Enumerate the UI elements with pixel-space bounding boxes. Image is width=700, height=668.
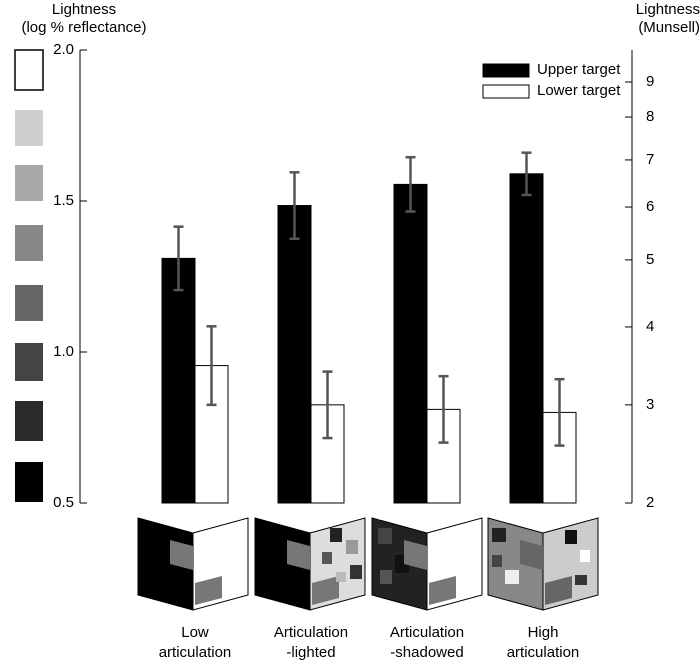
y-tick-label: 1.5 <box>53 192 74 209</box>
swatch <box>15 285 43 321</box>
swatch <box>15 165 43 201</box>
y-tick-label: 1.0 <box>53 343 74 360</box>
bar <box>393 183 428 504</box>
bar <box>509 173 544 504</box>
y2-tick-label: 9 <box>646 73 654 90</box>
bar <box>277 205 312 504</box>
y-axis-label: Lightness <box>52 1 116 18</box>
swatch <box>15 462 43 502</box>
legend-label: Lower target <box>537 82 621 99</box>
swatch <box>14 49 44 91</box>
swatch <box>15 401 43 441</box>
y2-tick-label: 6 <box>646 198 654 215</box>
swatch <box>15 110 43 146</box>
y2-axis-label: Lightness <box>636 1 700 18</box>
x-tick-label: Articulation -shadowed <box>390 624 464 661</box>
stimulus <box>137 517 249 611</box>
x-tick-label: Articulation -lighted <box>274 624 348 661</box>
y2-tick-label: 5 <box>646 251 654 268</box>
bar <box>542 411 577 504</box>
y2-tick-label: 4 <box>646 318 654 335</box>
legend-swatch <box>482 63 530 78</box>
bar <box>161 257 196 504</box>
x-tick-label: Low articulation <box>159 624 232 661</box>
stimuli <box>137 517 599 611</box>
stimulus <box>254 517 366 611</box>
legend-swatch <box>482 84 530 99</box>
y2-tick-label: 2 <box>646 494 654 511</box>
swatch <box>15 225 43 261</box>
swatch <box>15 343 43 381</box>
swatches <box>14 49 44 502</box>
y2-tick-label: 7 <box>646 151 654 168</box>
x-tick-label: High articulation <box>507 624 580 661</box>
y2-tick-label: 3 <box>646 396 654 413</box>
legend-label: Upper target <box>537 61 621 78</box>
y2-axis-label: (Munsell) <box>638 19 700 36</box>
y-tick-label: 0.5 <box>53 494 74 511</box>
stimulus <box>487 517 599 611</box>
stimulus <box>371 517 483 611</box>
y-tick-label: 2.0 <box>53 41 74 58</box>
y-axis-label: (log % reflectance) <box>21 19 146 36</box>
y2-tick-label: 8 <box>646 108 654 125</box>
